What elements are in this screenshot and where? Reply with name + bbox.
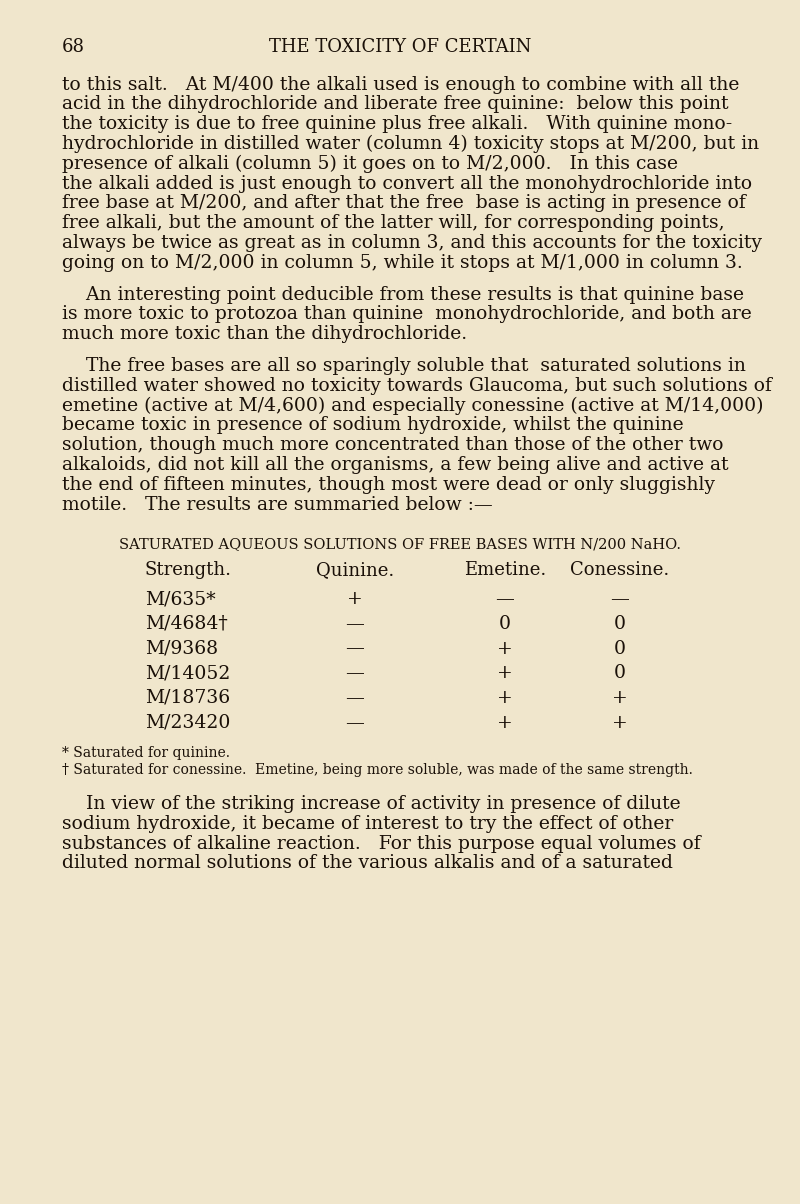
Text: 0: 0: [614, 665, 626, 683]
Text: +: +: [347, 590, 363, 608]
Text: going on to M/2,000 in column 5, while it stops at M/1,000 in column 3.: going on to M/2,000 in column 5, while i…: [62, 254, 742, 272]
Text: Strength.: Strength.: [145, 561, 232, 579]
Text: to this salt.   At M/400 the alkali used is enough to combine with all the: to this salt. At M/400 the alkali used i…: [62, 76, 739, 94]
Text: much more toxic than the dihydrochloride.: much more toxic than the dihydrochloride…: [62, 325, 467, 343]
Text: the toxicity is due to free quinine plus free alkali.   With quinine mono-: the toxicity is due to free quinine plus…: [62, 116, 732, 134]
Text: 0: 0: [614, 639, 626, 657]
Text: M/14052: M/14052: [145, 665, 230, 683]
Text: —: —: [346, 689, 365, 707]
Text: always be twice as great as in column 3, and this accounts for the toxicity: always be twice as great as in column 3,…: [62, 234, 762, 252]
Text: distilled water showed no toxicity towards Glaucoma, but such solutions of: distilled water showed no toxicity towar…: [62, 377, 772, 395]
Text: +: +: [497, 639, 513, 657]
Text: —: —: [610, 590, 630, 608]
Text: In view of the striking increase of activity in presence of dilute: In view of the striking increase of acti…: [62, 795, 681, 813]
Text: THE TOXICITY OF CERTAIN: THE TOXICITY OF CERTAIN: [269, 39, 531, 57]
Text: † Saturated for conessine.  Emetine, being more soluble, was made of the same st: † Saturated for conessine. Emetine, bein…: [62, 762, 693, 777]
Text: M/18736: M/18736: [145, 689, 230, 707]
Text: presence of alkali (column 5) it goes on to M/2,000.   In this case: presence of alkali (column 5) it goes on…: [62, 155, 678, 173]
Text: 0: 0: [499, 615, 511, 633]
Text: acid in the dihydrochloride and liberate free quinine:  below this point: acid in the dihydrochloride and liberate…: [62, 95, 729, 113]
Text: sodium hydroxide, it became of interest to try the effect of other: sodium hydroxide, it became of interest …: [62, 815, 674, 833]
Text: M/9368: M/9368: [145, 639, 218, 657]
Text: free alkali, but the amount of the latter will, for corresponding points,: free alkali, but the amount of the latte…: [62, 214, 725, 232]
Text: Conessine.: Conessine.: [570, 561, 670, 579]
Text: the alkali added is just enough to convert all the monohydrochloride into: the alkali added is just enough to conve…: [62, 175, 752, 193]
Text: —: —: [495, 590, 514, 608]
Text: Quinine.: Quinine.: [316, 561, 394, 579]
Text: +: +: [612, 714, 628, 732]
Text: motile.   The results are summaried below :—: motile. The results are summaried below …: [62, 496, 493, 514]
Text: is more toxic to protozoa than quinine  monohydrochloride, and both are: is more toxic to protozoa than quinine m…: [62, 306, 752, 324]
Text: An interesting point deducible from these results is that quinine base: An interesting point deducible from thes…: [62, 285, 744, 303]
Text: emetine (active at M/4,600) and especially conessine (active at M/14,000): emetine (active at M/4,600) and especial…: [62, 396, 763, 415]
Text: SATURATED AQUEOUS SOLUTIONS OF FREE BASES WITH N/200 NaHO.: SATURATED AQUEOUS SOLUTIONS OF FREE BASE…: [119, 537, 681, 551]
Text: free base at M/200, and after that the free  base is acting in presence of: free base at M/200, and after that the f…: [62, 194, 746, 212]
Text: substances of alkaline reaction.   For this purpose equal volumes of: substances of alkaline reaction. For thi…: [62, 834, 701, 852]
Text: —: —: [346, 665, 365, 683]
Text: —: —: [346, 714, 365, 732]
Text: —: —: [346, 615, 365, 633]
Text: * Saturated for quinine.: * Saturated for quinine.: [62, 746, 230, 761]
Text: diluted normal solutions of the various alkalis and of a saturated: diluted normal solutions of the various …: [62, 855, 673, 873]
Text: M/23420: M/23420: [145, 714, 230, 732]
Text: M/4684†: M/4684†: [145, 615, 228, 633]
Text: 68: 68: [62, 39, 85, 57]
Text: solution, though much more concentrated than those of the other two: solution, though much more concentrated …: [62, 436, 723, 454]
Text: +: +: [497, 665, 513, 683]
Text: The free bases are all so sparingly soluble that  saturated solutions in: The free bases are all so sparingly solu…: [62, 358, 746, 374]
Text: became toxic in presence of sodium hydroxide, whilst the quinine: became toxic in presence of sodium hydro…: [62, 417, 684, 435]
Text: +: +: [497, 714, 513, 732]
Text: alkaloids, did not kill all the organisms, a few being alive and active at: alkaloids, did not kill all the organism…: [62, 456, 729, 474]
Text: hydrochloride in distilled water (column 4) toxicity stops at M/200, but in: hydrochloride in distilled water (column…: [62, 135, 759, 153]
Text: —: —: [346, 639, 365, 657]
Text: +: +: [612, 689, 628, 707]
Text: M/635*: M/635*: [145, 590, 216, 608]
Text: +: +: [497, 689, 513, 707]
Text: the end of fifteen minutes, though most were dead or only sluggishly: the end of fifteen minutes, though most …: [62, 476, 715, 494]
Text: Emetine.: Emetine.: [464, 561, 546, 579]
Text: 0: 0: [614, 615, 626, 633]
